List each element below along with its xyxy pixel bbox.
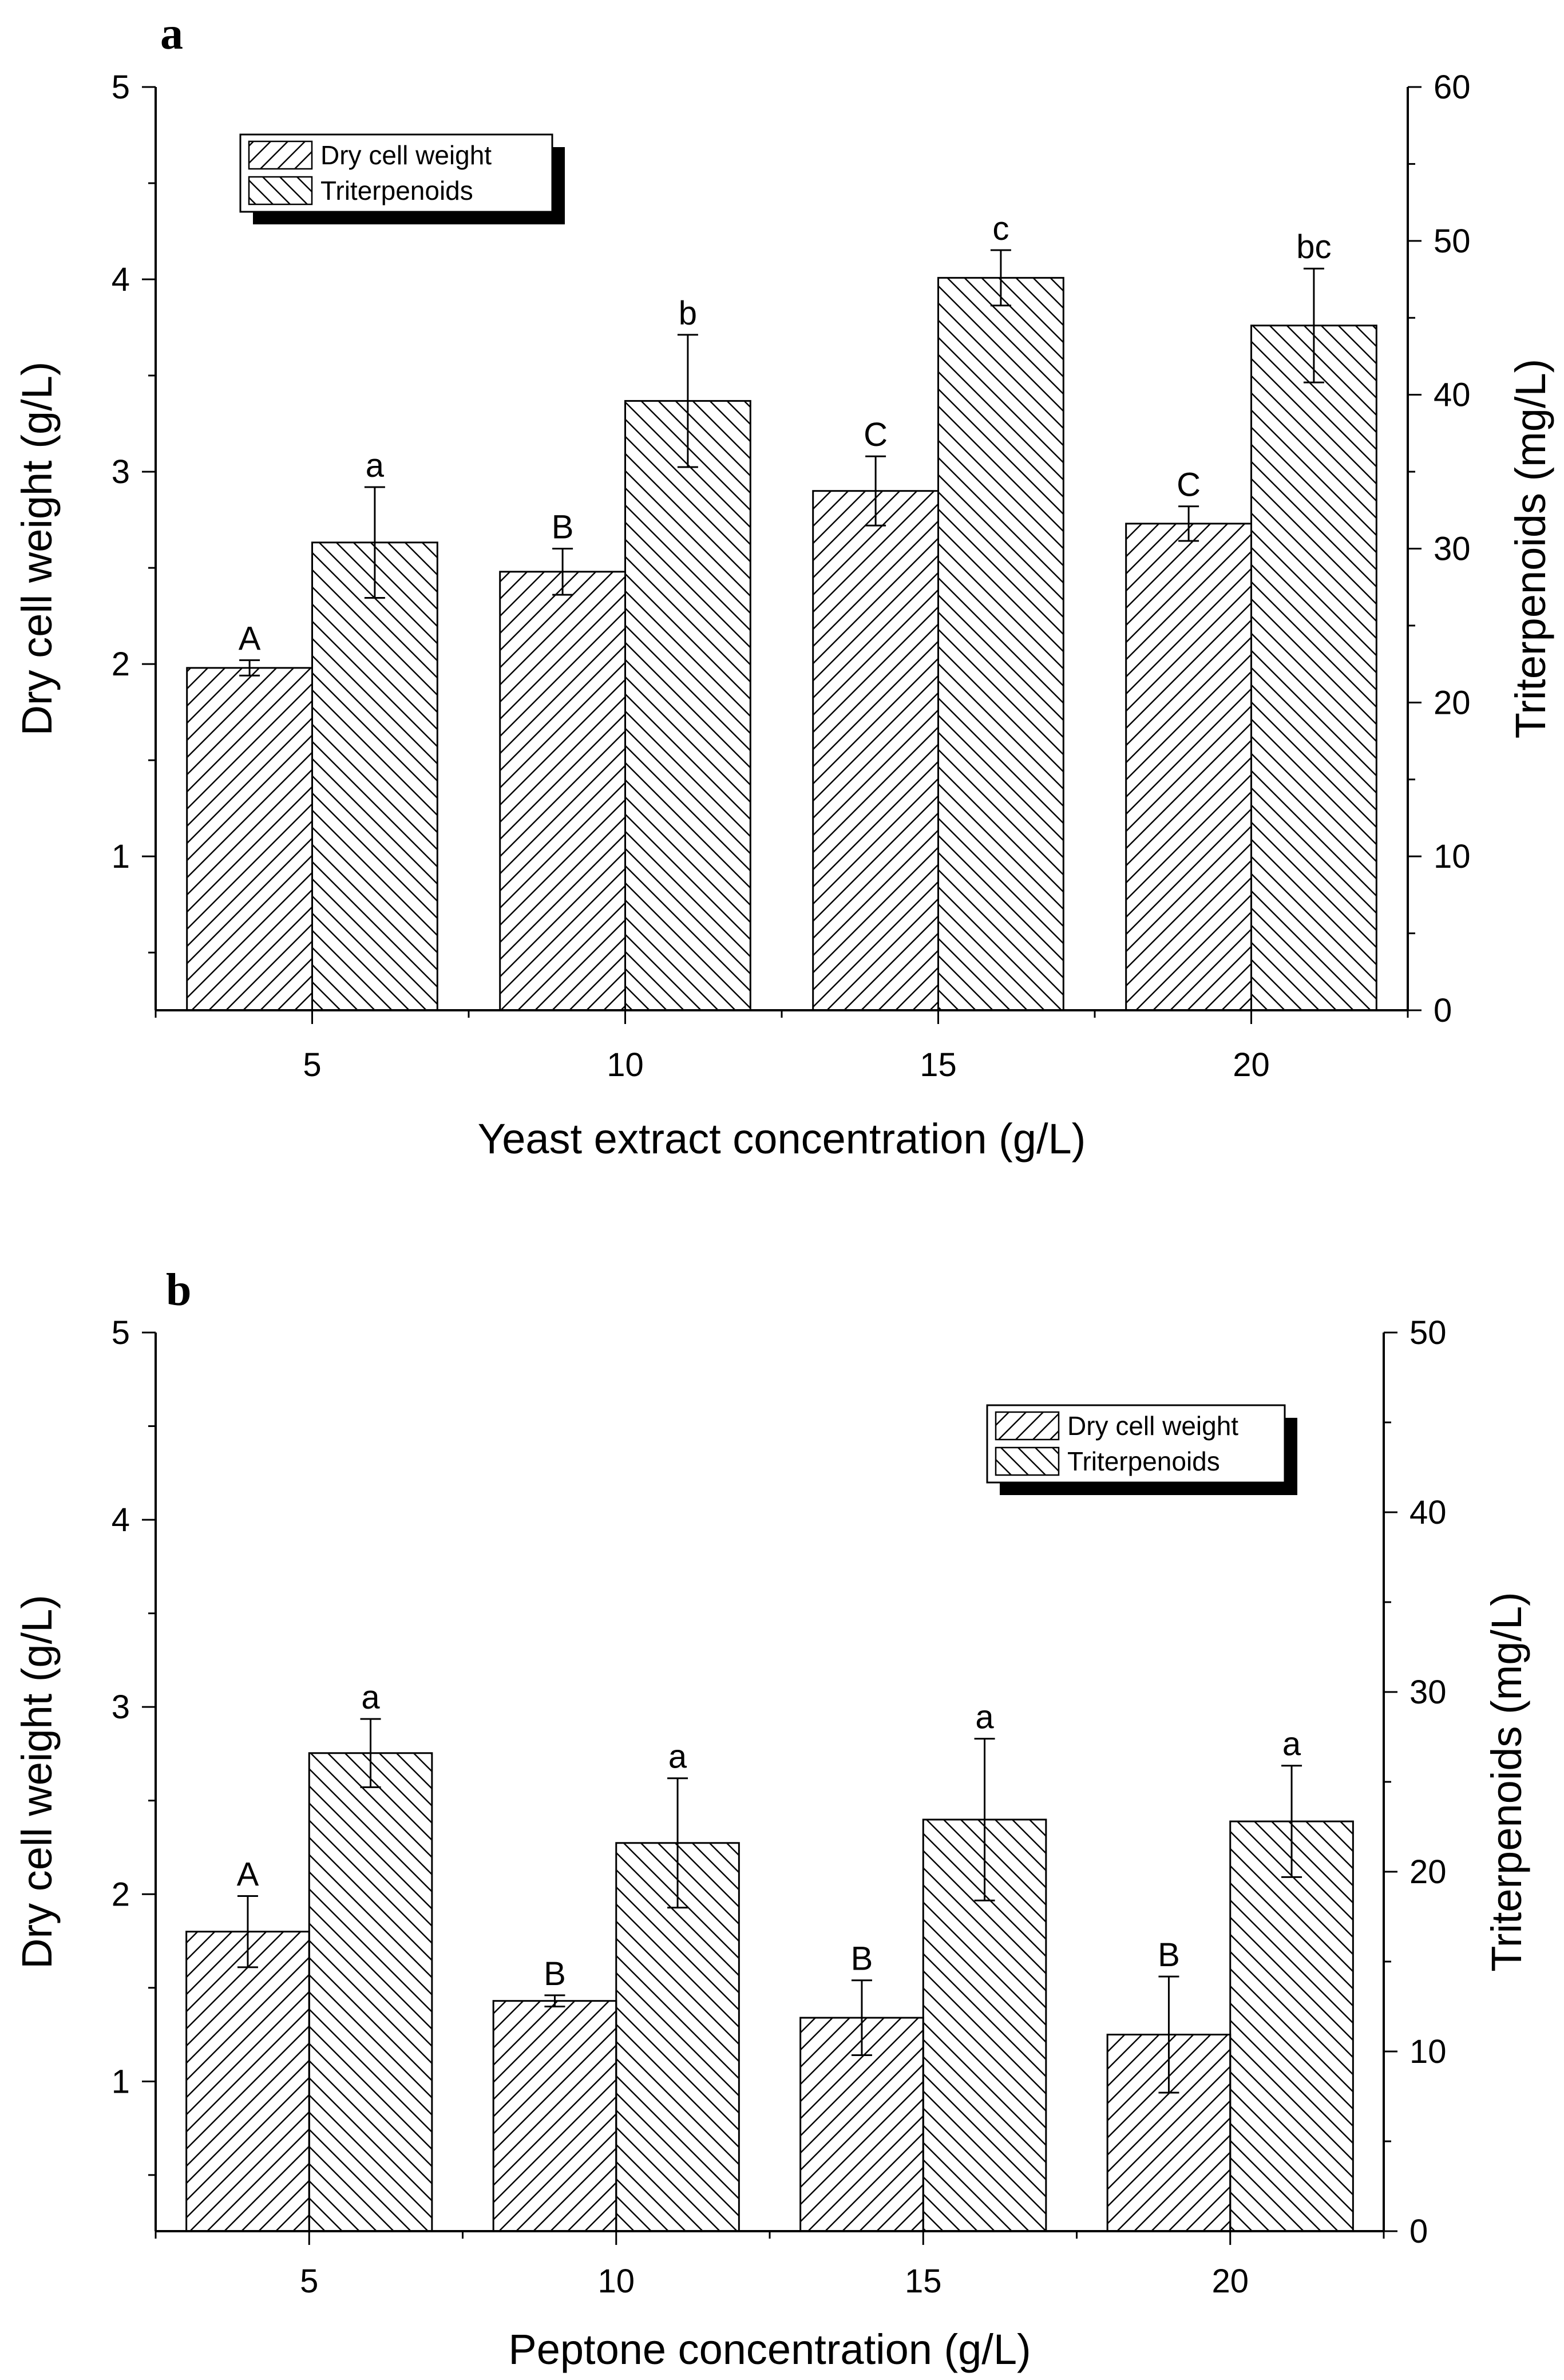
right-tick-label: 10 [1409,2033,1447,2070]
significance-label: c [992,210,1009,247]
bar [492,2000,617,2232]
bar [185,1931,310,2232]
significance-label: B [544,1955,566,1992]
significance-label: a [668,1738,687,1776]
significance-label: A [237,1856,259,1893]
y-axis-title-right: Triterpenoids (mg/L) [1507,359,1554,738]
right-tick-label: 10 [1434,838,1471,875]
significance-label: B [1158,1936,1180,1974]
left-tick-label: 1 [112,2063,130,2100]
right-tick-label: 30 [1434,531,1471,568]
legend-label: Dry cell weight [320,140,492,170]
bar [812,490,939,1011]
right-tick-label: 50 [1409,1314,1447,1351]
y-axis-title-right: Triterpenoids (mg/L) [1483,1592,1530,1971]
bar [499,571,627,1011]
bar [1125,523,1252,1011]
y-axis-title-left: Dry cell weight (g/L) [13,1595,61,1969]
panel-label: a [160,9,183,59]
significance-label: b [679,295,697,332]
significance-label: a [366,447,385,484]
legend-label: Dry cell weight [1067,1411,1238,1441]
x-tick-label: 5 [300,2263,318,2300]
y-axis-title-left: Dry cell weight (g/L) [13,362,61,736]
right-tick-label: 0 [1409,2213,1428,2250]
left-tick-label: 2 [112,1876,130,1913]
legend-swatch [995,1411,1060,1441]
x-tick-label: 20 [1233,1046,1270,1084]
x-tick-label: 10 [607,1046,644,1084]
right-tick-label: 40 [1434,377,1471,414]
legend-swatch [248,176,313,205]
x-tick-label: 15 [905,2263,942,2300]
x-tick-label: 15 [920,1046,957,1084]
legend-label: Triterpenoids [320,176,473,205]
x-tick-label: 20 [1211,2263,1249,2300]
right-tick-label: 30 [1409,1674,1447,1711]
left-tick-label: 3 [112,1689,130,1726]
left-tick-label: 5 [112,1314,130,1351]
left-tick-label: 4 [112,1501,130,1539]
significance-label: a [975,1699,994,1736]
left-tick-label: 2 [112,646,130,683]
left-tick-label: 3 [112,453,130,491]
legend-swatch [995,1446,1060,1476]
right-tick-label: 40 [1409,1494,1447,1531]
bar [624,400,751,1011]
bar [1250,325,1377,1011]
right-tick-label: 50 [1434,223,1471,260]
right-tick-label: 20 [1434,684,1471,721]
x-tick-label: 5 [303,1046,321,1084]
right-tick-label: 60 [1434,69,1471,106]
x-axis-title: Peptone concentration (g/L) [508,2326,1031,2373]
significance-label: a [1282,1726,1301,1763]
significance-label: B [552,509,574,546]
legend-label: Triterpenoids [1067,1446,1220,1476]
significance-label: C [864,416,888,453]
x-axis-title: Yeast extract concentration (g/L) [478,1115,1086,1163]
left-tick-label: 5 [112,69,130,106]
panel-label: b [166,1265,192,1315]
left-tick-label: 1 [112,838,130,875]
significance-label: A [239,620,261,657]
bar [311,541,438,1011]
x-tick-label: 10 [597,2263,635,2300]
significance-label: C [1177,466,1201,504]
significance-label: a [361,1679,380,1716]
legend-swatch [248,140,313,170]
bar [937,276,1064,1011]
bar [308,1752,433,2232]
left-tick-label: 4 [112,261,130,298]
bar [1229,1820,1354,2232]
significance-label: bc [1296,228,1331,266]
right-tick-label: 20 [1409,1853,1447,1891]
right-tick-label: 0 [1434,992,1452,1029]
bar [186,667,314,1011]
significance-label: B [851,1940,873,1978]
